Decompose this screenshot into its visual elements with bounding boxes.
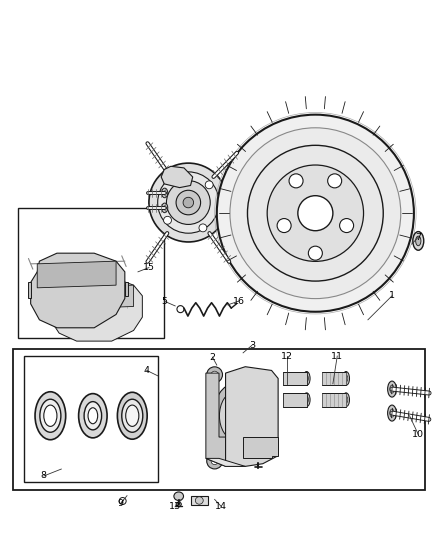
Ellipse shape (254, 456, 263, 463)
Circle shape (328, 174, 342, 188)
Bar (13, 349, 425, 490)
Text: 5: 5 (161, 297, 167, 305)
Bar (24, 356, 158, 482)
Circle shape (217, 115, 414, 312)
Ellipse shape (388, 381, 396, 397)
Ellipse shape (78, 393, 107, 438)
Ellipse shape (388, 405, 396, 421)
Ellipse shape (416, 236, 421, 246)
Text: 13: 13 (169, 502, 181, 511)
Ellipse shape (162, 188, 168, 198)
Polygon shape (226, 367, 278, 466)
Bar (18, 208, 164, 338)
Text: 1: 1 (389, 292, 395, 300)
Ellipse shape (84, 402, 102, 430)
Text: 9: 9 (117, 499, 124, 508)
Circle shape (211, 371, 218, 378)
Text: 15: 15 (143, 263, 155, 272)
Circle shape (170, 173, 178, 181)
Circle shape (277, 219, 291, 232)
Ellipse shape (305, 397, 308, 403)
Polygon shape (283, 372, 307, 385)
Ellipse shape (40, 399, 61, 432)
Ellipse shape (162, 203, 168, 213)
Polygon shape (57, 285, 134, 309)
Ellipse shape (344, 397, 348, 403)
Ellipse shape (174, 492, 184, 500)
Circle shape (289, 174, 303, 188)
Polygon shape (28, 282, 31, 298)
Text: 2: 2 (209, 353, 215, 361)
Ellipse shape (303, 372, 310, 385)
Polygon shape (322, 393, 346, 407)
Circle shape (199, 224, 207, 232)
Polygon shape (243, 437, 278, 458)
Text: 3: 3 (249, 341, 255, 350)
Polygon shape (37, 261, 116, 288)
Circle shape (149, 163, 228, 242)
Polygon shape (206, 373, 226, 466)
Ellipse shape (163, 191, 166, 195)
Ellipse shape (343, 372, 350, 385)
Ellipse shape (303, 393, 310, 407)
Text: 4: 4 (144, 366, 150, 375)
Circle shape (158, 172, 219, 233)
Polygon shape (31, 253, 125, 328)
Polygon shape (206, 458, 245, 466)
Text: 10: 10 (412, 430, 424, 439)
Circle shape (205, 181, 213, 189)
Bar (191, 496, 208, 505)
Polygon shape (283, 393, 307, 407)
Text: 7: 7 (415, 233, 421, 241)
Ellipse shape (44, 405, 57, 426)
Ellipse shape (176, 502, 181, 506)
Circle shape (211, 457, 218, 465)
Polygon shape (50, 277, 142, 341)
Circle shape (247, 146, 383, 281)
Ellipse shape (413, 231, 424, 250)
Polygon shape (322, 372, 346, 385)
Circle shape (267, 165, 364, 261)
Circle shape (339, 219, 353, 232)
Circle shape (172, 174, 179, 181)
Ellipse shape (390, 385, 394, 393)
Ellipse shape (344, 375, 348, 382)
Polygon shape (161, 166, 193, 188)
Circle shape (207, 453, 223, 469)
Circle shape (163, 216, 171, 224)
Ellipse shape (117, 392, 147, 439)
Ellipse shape (195, 497, 203, 504)
Circle shape (183, 197, 194, 208)
Circle shape (230, 128, 401, 298)
Text: 8: 8 (41, 472, 47, 480)
Text: 12: 12 (281, 352, 293, 360)
Text: 14: 14 (215, 502, 227, 511)
Ellipse shape (226, 402, 243, 430)
Ellipse shape (214, 384, 255, 448)
Ellipse shape (122, 399, 143, 432)
Circle shape (166, 181, 210, 224)
Ellipse shape (390, 409, 394, 417)
Circle shape (207, 367, 223, 383)
Circle shape (308, 246, 322, 260)
Ellipse shape (35, 392, 66, 440)
Text: 11: 11 (331, 352, 343, 360)
Ellipse shape (343, 393, 350, 407)
Ellipse shape (219, 392, 249, 439)
Circle shape (298, 196, 333, 231)
Text: 16: 16 (233, 297, 245, 305)
Ellipse shape (163, 206, 166, 210)
Circle shape (176, 190, 201, 215)
Polygon shape (125, 282, 128, 296)
Ellipse shape (126, 405, 139, 426)
Ellipse shape (88, 408, 98, 424)
Ellipse shape (305, 375, 308, 382)
